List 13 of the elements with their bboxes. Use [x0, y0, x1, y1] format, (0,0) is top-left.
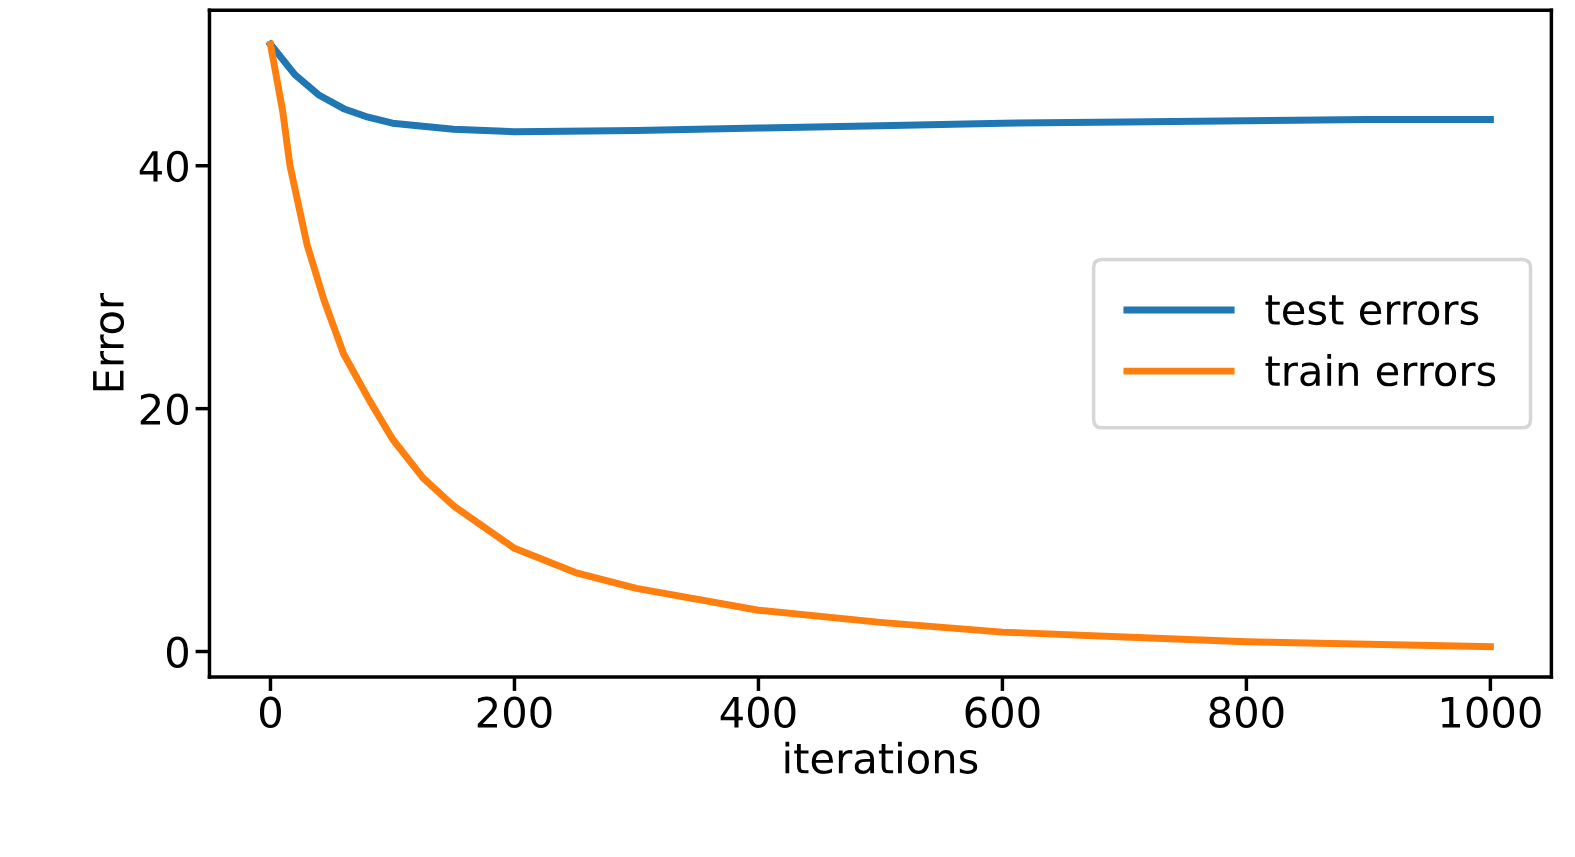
legend-label: train errors	[1265, 354, 1496, 387]
x-tick-label: 200	[477, 696, 552, 729]
y-tick-label: 0	[166, 636, 188, 668]
x-axis-title: iterations	[785, 741, 978, 774]
y-tick-label: 20	[140, 393, 188, 426]
x-tick-label: 800	[1209, 696, 1284, 729]
x-tick-label: 600	[965, 696, 1040, 729]
x-tick-label: 0	[259, 696, 281, 729]
legend-label: test errors	[1265, 295, 1479, 326]
x-tick-label: 1000	[1441, 696, 1541, 729]
y-tick-label: 40	[139, 150, 188, 183]
x-tick-label: 400	[720, 696, 796, 729]
y-axis-title: Error	[93, 292, 125, 391]
